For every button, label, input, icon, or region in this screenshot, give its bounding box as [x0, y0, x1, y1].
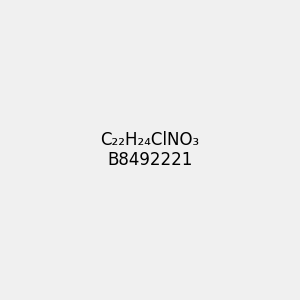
Text: C₂₂H₂₄ClNO₃
B8492221: C₂₂H₂₄ClNO₃ B8492221 — [100, 130, 200, 170]
